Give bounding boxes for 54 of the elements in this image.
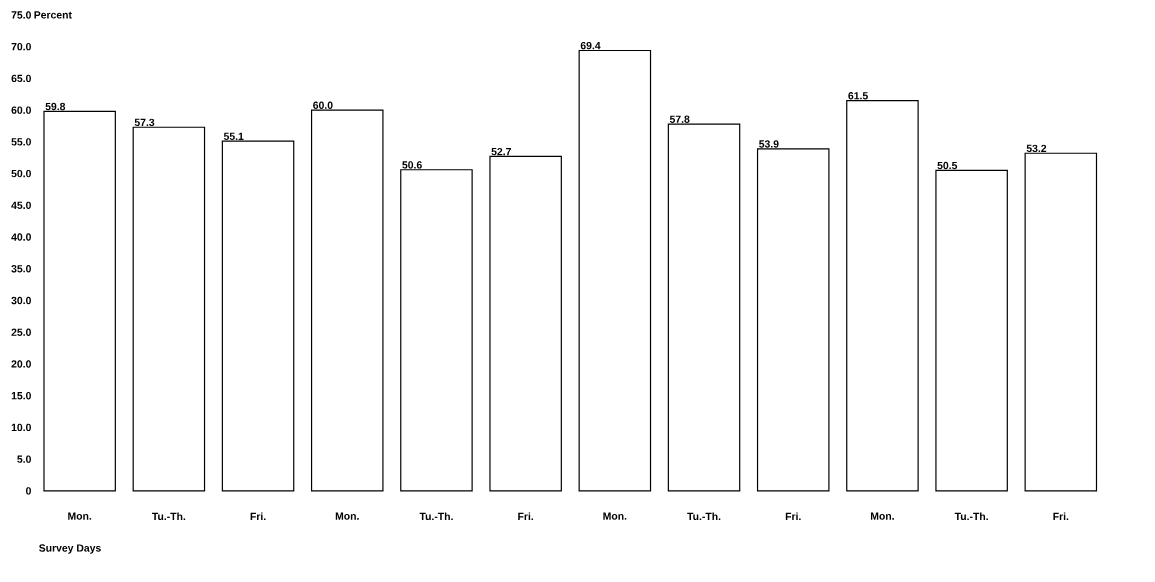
data-label: 69.4 [580, 41, 601, 50]
y-tick-label: 50.0 [11, 169, 31, 178]
bar [667, 123, 741, 492]
y-tick-label: 0 [26, 486, 31, 495]
data-label: 53.9 [759, 140, 779, 148]
x-axis-title: Survey Days [39, 544, 101, 554]
bar [578, 49, 652, 492]
x-tick-label: Mon. [603, 512, 627, 520]
data-label: 59.8 [45, 102, 66, 110]
x-tick-label: Mon. [68, 512, 92, 520]
bar [43, 110, 116, 492]
bar [489, 155, 562, 492]
data-label: 55.1 [223, 132, 244, 140]
y-axis-title: Percent [34, 11, 72, 19]
bar [400, 168, 473, 492]
bar [756, 148, 830, 492]
bar [846, 99, 919, 492]
data-label: 57.3 [134, 118, 155, 126]
y-tick-label: 35.0 [11, 264, 31, 273]
data-label: 61.5 [848, 91, 868, 100]
y-tick-label: 30.0 [11, 296, 31, 304]
y-tick-label: 25.0 [11, 328, 31, 336]
bar [221, 140, 295, 492]
x-tick-label: Fri. [250, 512, 266, 520]
x-tick-label: Fri. [518, 512, 534, 520]
y-tick-label: 60.0 [11, 106, 31, 114]
y-tick-label: 70.0 [11, 42, 31, 51]
y-tick-label: 55.0 [11, 137, 31, 146]
y-tick-label: 65.0 [11, 74, 31, 82]
data-label: 57.8 [669, 115, 690, 123]
y-tick-label: 10.0 [11, 423, 31, 431]
y-tick-label: 5.0 [17, 455, 31, 463]
y-tick-label: 45.0 [11, 201, 31, 209]
data-label: 60.0 [313, 101, 333, 109]
x-tick-label: Tu.-Th. [419, 512, 453, 520]
bar [935, 169, 1008, 492]
data-label: 50.5 [937, 161, 958, 169]
data-label: 50.6 [402, 160, 422, 169]
data-label: 52.7 [491, 147, 511, 156]
bar [310, 109, 384, 492]
y-tick-label: 40.0 [11, 233, 31, 241]
x-tick-label: Tu.-Th. [152, 512, 186, 520]
y-tick-label: 15.0 [11, 391, 31, 400]
x-tick-label: Fri. [1053, 512, 1069, 520]
bar [132, 126, 206, 492]
x-tick-label: Mon. [870, 512, 894, 520]
bar [1024, 152, 1098, 492]
x-tick-label: Tu.-Th. [954, 512, 988, 520]
data-label: 53.2 [1026, 144, 1047, 152]
y-tick-label: 20.0 [11, 360, 31, 368]
x-tick-label: Tu.-Th. [687, 512, 721, 520]
x-tick-label: Fri. [785, 512, 801, 520]
y-tick-label: 75.0 [11, 11, 31, 19]
x-tick-label: Mon. [335, 512, 359, 520]
